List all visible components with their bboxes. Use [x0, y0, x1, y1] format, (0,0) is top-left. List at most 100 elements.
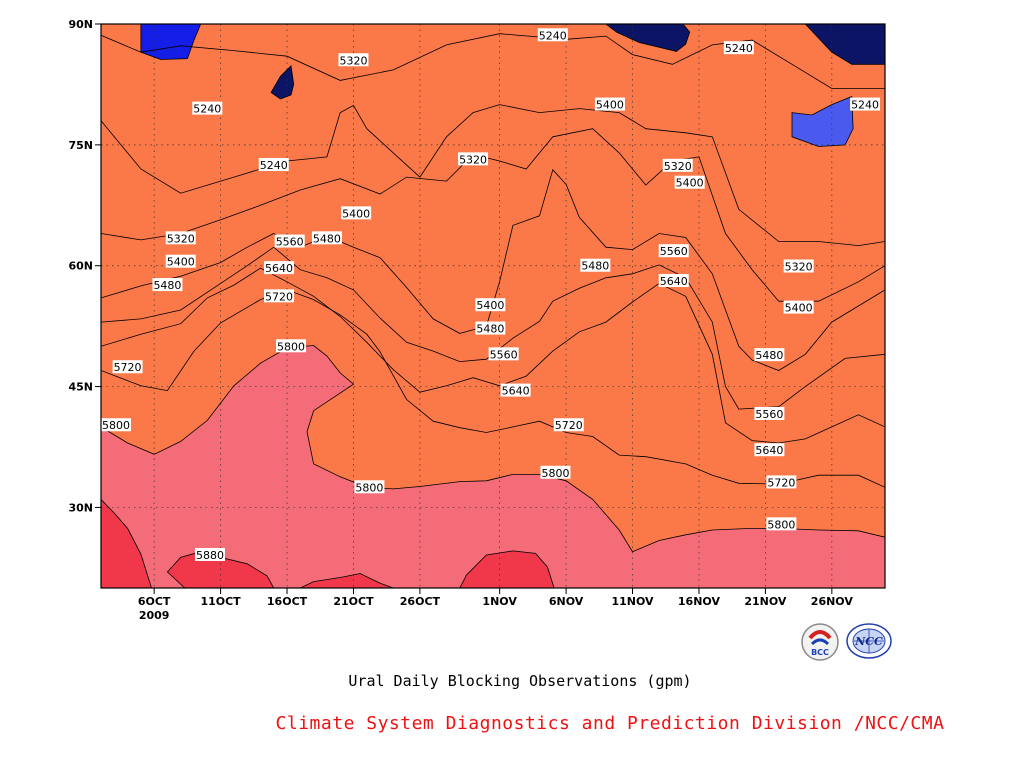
isoline-5880	[101, 498, 152, 588]
contour-label-bg	[754, 443, 785, 457]
contour-label: 5400	[594, 97, 625, 112]
x-tick-label: 21NOV	[744, 595, 787, 608]
contour-label-bg	[165, 254, 196, 268]
chart-title: Ural Daily Blocking Observations (gpm)	[348, 672, 692, 690]
contour-label-bg	[152, 278, 183, 292]
contour-label: 5240	[850, 97, 881, 112]
y-tick-label: 90N	[68, 18, 93, 31]
contour-fills	[101, 24, 885, 588]
contour-label: 5800	[540, 465, 571, 480]
isoline-5880	[166, 551, 275, 588]
contour-label-text: 5480	[755, 349, 783, 362]
contour-label-text: 5560	[490, 348, 518, 361]
contour-label-text: 5320	[785, 261, 813, 274]
isoline-5880	[459, 550, 555, 588]
contour-label-text: 5240	[539, 29, 567, 42]
contour-label: 5480	[754, 348, 785, 362]
contour-label-bg	[553, 418, 584, 432]
contour-label-text: 5320	[459, 153, 487, 166]
contour-labels: 5240 5240 5320 5240 5240 5240 5320 5400 5320 5400…	[101, 28, 881, 562]
contour-label-bg	[338, 53, 369, 67]
contour-label-bg	[488, 347, 519, 361]
contour-label: 5640	[500, 383, 531, 398]
contour-label-bg	[458, 152, 489, 166]
contour-label: 5240	[192, 101, 223, 116]
isoline-5640	[101, 267, 885, 444]
contour-label-text: 5400	[167, 256, 195, 269]
contour-label: 5400	[165, 254, 196, 269]
contour-label-text: 5240	[851, 99, 879, 112]
contour-label-text: 5800	[102, 419, 130, 432]
contour-label: 5560	[274, 234, 305, 249]
contour-label-bg	[594, 97, 625, 111]
contour-label-bg	[276, 339, 307, 353]
contour-label-text: 5400	[342, 207, 370, 220]
contour-label-text: 5400	[476, 299, 504, 312]
contour-label-text: 5720	[265, 290, 293, 303]
x-tick-label: 6NOV	[549, 595, 584, 608]
contour-label: 5320	[783, 259, 814, 274]
contour-label-bg	[500, 383, 531, 397]
contour-label: 5320	[165, 231, 196, 245]
isoline-5320	[791, 95, 854, 147]
contour-label-text: 5320	[664, 160, 692, 173]
contour-label-text: 5640	[265, 262, 293, 275]
contour-label: 5800	[766, 517, 797, 531]
y-tick-label: 75N	[68, 139, 93, 152]
contour-label-text: 5560	[276, 236, 304, 249]
isoline-5800	[101, 345, 885, 553]
x-tick-label: 6OCT	[138, 595, 171, 608]
contour-label: 5640	[264, 261, 295, 275]
contour-label-bg	[766, 475, 797, 489]
contour-label: 5480	[311, 231, 342, 245]
isoline-5160	[804, 24, 885, 65]
contour-label: 5800	[354, 480, 385, 494]
contour-label-text: 5480	[581, 260, 609, 273]
y-tick-label: 30N	[68, 501, 93, 514]
contour-label-text: 5480	[313, 232, 341, 245]
contour-label-bg	[754, 348, 785, 362]
contour-label: 5800	[276, 339, 307, 353]
contour-label-text: 5240	[725, 42, 753, 55]
region-fill-5160	[271, 65, 294, 99]
contour-label-text: 5720	[767, 476, 795, 489]
x-tick-label: 26OCT	[400, 595, 441, 608]
y-tick-label: 45N	[68, 381, 93, 394]
region-fill-5320	[792, 96, 854, 147]
contour-label: 5560	[488, 347, 519, 361]
contour-label-bg	[783, 300, 814, 314]
contour-label: 5240	[723, 41, 754, 55]
contour-label: 5480	[580, 258, 611, 273]
contour-label-text: 5560	[660, 245, 688, 258]
x-tick-label: 11NOV	[611, 595, 654, 608]
y-axis: 30N 45N 60N 75N 90N	[68, 18, 101, 514]
contour-label-text: 5720	[555, 419, 583, 432]
region-fill-5880	[300, 573, 394, 588]
x-tick-label: 26NOV	[811, 595, 854, 608]
x-tick-label: 1NOV	[482, 595, 517, 608]
contour-label-text: 5640	[660, 275, 688, 288]
contour-label-bg	[264, 261, 295, 275]
contour-label-bg	[540, 465, 571, 479]
contour-label: 5480	[152, 278, 183, 292]
region-fill-5240	[140, 24, 201, 60]
contour-label: 5720	[264, 289, 295, 303]
contour-label: 5400	[341, 206, 372, 220]
contour-label: 5800	[101, 418, 131, 432]
contour-label: 5240	[258, 158, 289, 172]
contour-label-bg	[475, 321, 506, 335]
contour-label-text: 5640	[755, 444, 783, 457]
contour-label: 5640	[754, 443, 785, 457]
ncc-logo-text: NCC	[854, 635, 883, 648]
contour-label-text: 5560	[755, 408, 783, 421]
bcc-logo: BCC	[800, 622, 842, 661]
contour-label-text: 5240	[193, 103, 221, 116]
contour-label-text: 5240	[260, 159, 288, 172]
isoline-5720	[101, 289, 885, 488]
contour-label: 5400	[783, 300, 814, 315]
contour-label-text: 5640	[502, 385, 530, 398]
bcc-logo-text: BCC	[811, 648, 829, 657]
region-fill-5160	[605, 24, 690, 52]
contour-label: 5320	[338, 53, 369, 67]
isoline-5240	[101, 33, 885, 89]
